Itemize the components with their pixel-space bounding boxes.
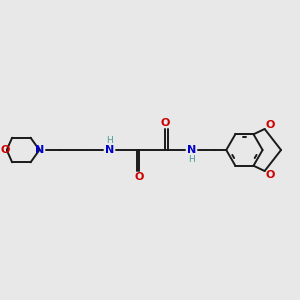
Text: O: O <box>1 145 10 155</box>
Text: H: H <box>188 155 195 164</box>
Text: O: O <box>134 172 144 182</box>
Text: O: O <box>265 170 274 180</box>
Text: O: O <box>160 118 170 128</box>
Text: O: O <box>265 120 274 130</box>
Text: N: N <box>35 145 44 155</box>
Text: N: N <box>187 145 196 155</box>
Text: H: H <box>106 136 113 145</box>
Text: N: N <box>105 145 114 155</box>
